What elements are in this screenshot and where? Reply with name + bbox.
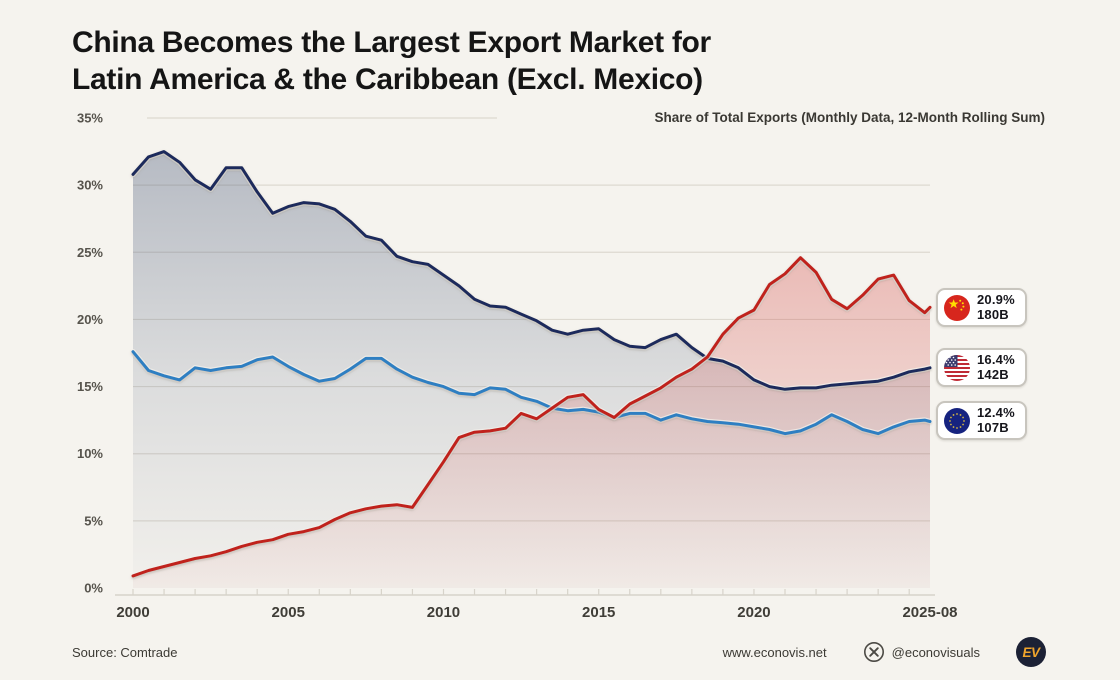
y-axis-label: 5% bbox=[84, 513, 103, 528]
x-axis-label: 2010 bbox=[427, 604, 460, 621]
usa-flag-icon bbox=[944, 354, 970, 381]
y-axis-label: 25% bbox=[77, 245, 103, 260]
page-title: China Becomes the Largest Export Market … bbox=[72, 24, 711, 98]
legend-badge-eu: 12.4% 107B bbox=[936, 401, 1027, 440]
legend-usa-share: 16.4% bbox=[977, 352, 1015, 367]
y-axis-label: 10% bbox=[77, 446, 103, 461]
legend-usa-values: 16.4% 142B bbox=[977, 352, 1015, 382]
footer: Source: Comtrade www.econovis.net @econo… bbox=[72, 637, 1046, 667]
y-axis-label: 35% bbox=[77, 111, 103, 126]
x-axis-label: 2025-08 bbox=[902, 604, 957, 621]
legend-eu-amount: 107B bbox=[977, 419, 1009, 435]
title-line-1: China Becomes the Largest Export Market … bbox=[72, 26, 711, 59]
x-axis-label: 2015 bbox=[582, 604, 615, 621]
title-line-2: Latin America & the Caribbean (Excl. Mex… bbox=[72, 63, 703, 96]
legend-china-values: 20.9% 180B bbox=[977, 292, 1015, 322]
legend-china-amount: 180B bbox=[977, 306, 1009, 322]
line-united-states bbox=[131, 150, 932, 391]
y-axis-label: 30% bbox=[77, 178, 103, 193]
chart-subtitle: Share of Total Exports (Monthly Data, 12… bbox=[654, 110, 1045, 125]
legend-badge-china: 20.9% 180B bbox=[936, 288, 1027, 327]
line-european-union bbox=[131, 350, 932, 436]
legend-china-share: 20.9% bbox=[977, 292, 1015, 307]
china-flag-icon bbox=[944, 294, 970, 321]
x-social-icon bbox=[863, 642, 884, 662]
eu-flag-icon bbox=[944, 407, 970, 434]
econovis-logo: EV bbox=[1016, 637, 1046, 667]
x-axis-label: 2000 bbox=[116, 604, 149, 621]
logo-text: EV bbox=[1022, 644, 1040, 660]
source-note: Source: Comtrade bbox=[72, 644, 178, 660]
legend-usa-amount: 142B bbox=[977, 366, 1009, 382]
area-china bbox=[133, 257, 930, 588]
social-handle: @econovisuals bbox=[891, 644, 980, 660]
legend-badge-usa: 16.4% 142B bbox=[936, 348, 1027, 387]
y-axis-label: 0% bbox=[84, 581, 103, 596]
x-axis-label: 2005 bbox=[272, 604, 305, 621]
y-axis-label: 15% bbox=[77, 379, 103, 394]
y-axis-label: 20% bbox=[77, 312, 103, 327]
legend-eu-share: 12.4% bbox=[977, 405, 1015, 420]
website-link: www.econovis.net bbox=[722, 644, 827, 660]
legend-eu-values: 12.4% 107B bbox=[977, 405, 1015, 435]
line-china bbox=[131, 256, 932, 578]
x-axis-label: 2020 bbox=[737, 604, 770, 621]
